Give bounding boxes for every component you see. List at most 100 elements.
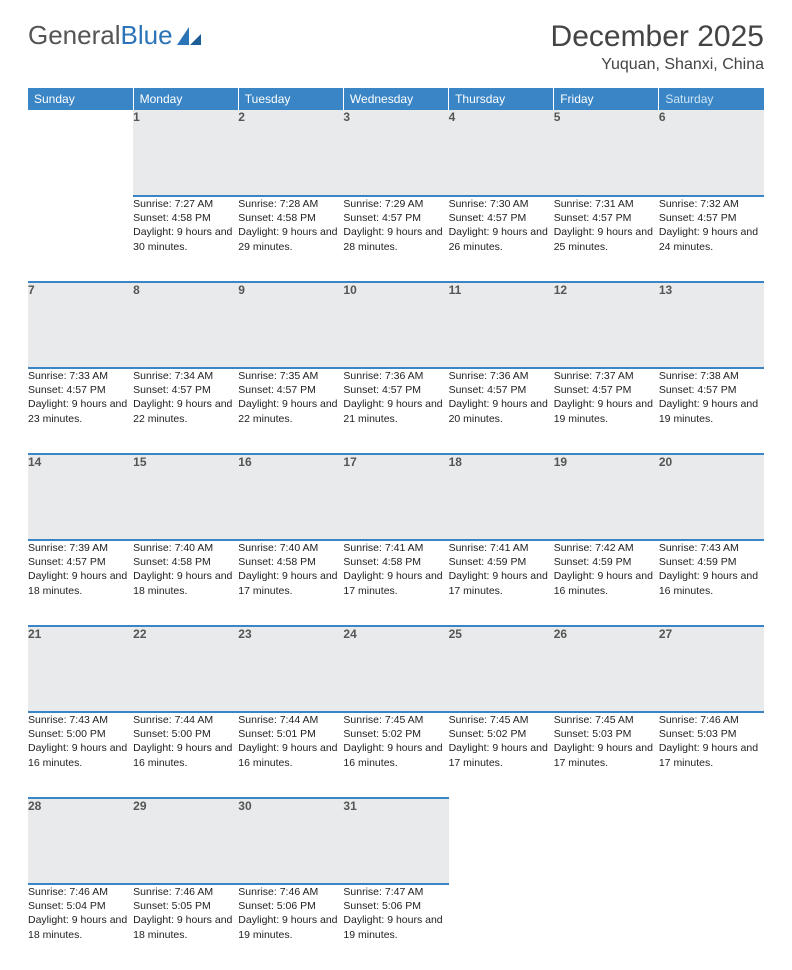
sunset-line: Sunset: 4:57 PM: [449, 211, 554, 225]
sunset-line: Sunset: 4:57 PM: [238, 383, 343, 397]
day-number-row: 28293031: [28, 798, 764, 884]
day-number-row: 78910111213: [28, 282, 764, 368]
day-number-cell: 16: [238, 454, 343, 540]
sunrise-line: Sunrise: 7:27 AM: [133, 197, 238, 211]
sunrise-line: Sunrise: 7:43 AM: [28, 713, 133, 727]
sunrise-line: Sunrise: 7:43 AM: [659, 541, 764, 555]
day-data-cell: Sunrise: 7:36 AMSunset: 4:57 PMDaylight:…: [343, 368, 448, 454]
daylight-line: Daylight: 9 hours and 17 minutes.: [449, 741, 554, 769]
empty-cell: [554, 798, 659, 884]
day-number-row: 123456: [28, 110, 764, 196]
day-number-cell: 24: [343, 626, 448, 712]
sunrise-line: Sunrise: 7:39 AM: [28, 541, 133, 555]
calendar-table: SundayMondayTuesdayWednesdayThursdayFrid…: [28, 88, 764, 970]
day-number-cell: 8: [133, 282, 238, 368]
day-data-cell: Sunrise: 7:30 AMSunset: 4:57 PMDaylight:…: [449, 196, 554, 282]
sunrise-line: Sunrise: 7:34 AM: [133, 369, 238, 383]
title-block: December 2025 Yuquan, Shanxi, China: [551, 20, 764, 74]
daylight-line: Daylight: 9 hours and 24 minutes.: [659, 225, 764, 253]
daylight-line: Daylight: 9 hours and 16 minutes.: [28, 741, 133, 769]
day-number-cell: 10: [343, 282, 448, 368]
sunset-line: Sunset: 5:00 PM: [28, 727, 133, 741]
sunrise-line: Sunrise: 7:33 AM: [28, 369, 133, 383]
sunrise-line: Sunrise: 7:29 AM: [343, 197, 448, 211]
sunset-line: Sunset: 5:06 PM: [238, 899, 343, 913]
day-data-cell: Sunrise: 7:28 AMSunset: 4:58 PMDaylight:…: [238, 196, 343, 282]
day-data-cell: Sunrise: 7:41 AMSunset: 4:59 PMDaylight:…: [449, 540, 554, 626]
daylight-line: Daylight: 9 hours and 22 minutes.: [238, 397, 343, 425]
day-data-cell: Sunrise: 7:38 AMSunset: 4:57 PMDaylight:…: [659, 368, 764, 454]
day-number-cell: 22: [133, 626, 238, 712]
day-data-row: Sunrise: 7:39 AMSunset: 4:57 PM Daylight:…: [28, 540, 764, 626]
location-line: Yuquan, Shanxi, China: [551, 56, 764, 74]
sunset-line: Sunset: 5:04 PM: [28, 899, 133, 913]
daylight-line: Daylight: 9 hours and 17 minutes.: [343, 569, 448, 597]
day-data-cell: Sunrise: 7:33 AMSunset: 4:57 PMDaylight:…: [28, 368, 133, 454]
day-data-cell: Sunrise: 7:34 AMSunset: 4:57 PMDaylight:…: [133, 368, 238, 454]
sunset-line: Sunset: 5:00 PM: [133, 727, 238, 741]
empty-cell: [449, 884, 554, 970]
page-header: GeneralBlue December 2025 Yuquan, Shanxi…: [28, 20, 764, 74]
sunrise-line: Sunrise: 7:41 AM: [449, 541, 554, 555]
day-number-cell: 26: [554, 626, 659, 712]
sunrise-line: Sunrise: 7:46 AM: [133, 885, 238, 899]
daylight-line: Daylight: 9 hours and 17 minutes.: [238, 569, 343, 597]
day-number-cell: 27: [659, 626, 764, 712]
sunset-line: Sunset: 4:57 PM: [133, 383, 238, 397]
sunset-line: Sunset: 4:58 PM: [343, 555, 448, 569]
logo-text-2: Blue: [121, 20, 173, 51]
empty-cell: [554, 884, 659, 970]
sunset-line: Sunset: 4:57 PM: [449, 383, 554, 397]
day-data-cell: Sunrise: 7:45 AMSunset: 5:02 PMDaylight:…: [343, 712, 448, 798]
logo-text-1: General: [28, 20, 121, 51]
day-data-cell: Sunrise: 7:47 AMSunset: 5:06 PMDaylight:…: [343, 884, 448, 970]
day-data-cell: Sunrise: 7:40 AMSunset: 4:58 PMDaylight:…: [238, 540, 343, 626]
sunset-line: Sunset: 4:57 PM: [28, 555, 133, 569]
sunset-line: Sunset: 5:01 PM: [238, 727, 343, 741]
day-number-row: 21222324252627: [28, 626, 764, 712]
daylight-line: Daylight: 9 hours and 18 minutes.: [28, 913, 133, 941]
day-data-cell: Sunrise: 7:44 AMSunset: 5:00 PMDaylight:…: [133, 712, 238, 798]
month-title: December 2025: [551, 20, 764, 54]
weekday-header: Wednesday: [343, 88, 448, 110]
day-number-cell: 13: [659, 282, 764, 368]
daylight-line: Daylight: 9 hours and 21 minutes.: [343, 397, 448, 425]
sunset-line: Sunset: 4:58 PM: [238, 211, 343, 225]
day-number-cell: 29: [133, 798, 238, 884]
empty-cell: [28, 110, 133, 196]
logo-sail-icon: [175, 25, 203, 47]
sunset-line: Sunset: 5:03 PM: [554, 727, 659, 741]
logo: GeneralBlue: [28, 20, 203, 51]
daylight-line: Daylight: 9 hours and 18 minutes.: [133, 913, 238, 941]
day-number-cell: 1: [133, 110, 238, 196]
sunset-line: Sunset: 4:58 PM: [133, 555, 238, 569]
sunrise-line: Sunrise: 7:45 AM: [343, 713, 448, 727]
day-number-cell: 14: [28, 454, 133, 540]
day-data-row: Sunrise: 7:27 AMSunset: 4:58 PMDaylight:…: [28, 196, 764, 282]
sunrise-line: Sunrise: 7:36 AM: [343, 369, 448, 383]
day-data-cell: Sunrise: 7:46 AMSunset: 5:05 PMDaylight:…: [133, 884, 238, 970]
sunrise-line: Sunrise: 7:40 AM: [133, 541, 238, 555]
daylight-line: Daylight: 9 hours and 16 minutes.: [238, 741, 343, 769]
day-data-cell: Sunrise: 7:35 AMSunset: 4:57 PMDaylight:…: [238, 368, 343, 454]
day-data-cell: Sunrise: 7:36 AMSunset: 4:57 PMDaylight:…: [449, 368, 554, 454]
day-number-cell: 18: [449, 454, 554, 540]
sunrise-line: Sunrise: 7:45 AM: [554, 713, 659, 727]
daylight-line: Daylight: 9 hours and 28 minutes.: [343, 225, 448, 253]
empty-cell: [28, 196, 133, 282]
day-number-cell: 23: [238, 626, 343, 712]
daylight-line: Daylight: 9 hours and 30 minutes.: [133, 225, 238, 253]
empty-cell: [659, 884, 764, 970]
sunset-line: Sunset: 4:57 PM: [554, 383, 659, 397]
sunrise-line: Sunrise: 7:46 AM: [238, 885, 343, 899]
day-data-cell: Sunrise: 7:41 AMSunset: 4:58 PMDaylight:…: [343, 540, 448, 626]
day-data-cell: Sunrise: 7:46 AMSunset: 5:04 PMDaylight:…: [28, 884, 133, 970]
sunset-line: Sunset: 4:57 PM: [554, 211, 659, 225]
sunset-line: Sunset: 4:57 PM: [343, 211, 448, 225]
day-number-cell: 4: [449, 110, 554, 196]
weekday-header: Monday: [133, 88, 238, 110]
daylight-line: Daylight: 9 hours and 19 minutes.: [238, 913, 343, 941]
daylight-line: Daylight: 9 hours and 25 minutes.: [554, 225, 659, 253]
sunrise-line: Sunrise: 7:44 AM: [238, 713, 343, 727]
day-number-cell: 5: [554, 110, 659, 196]
